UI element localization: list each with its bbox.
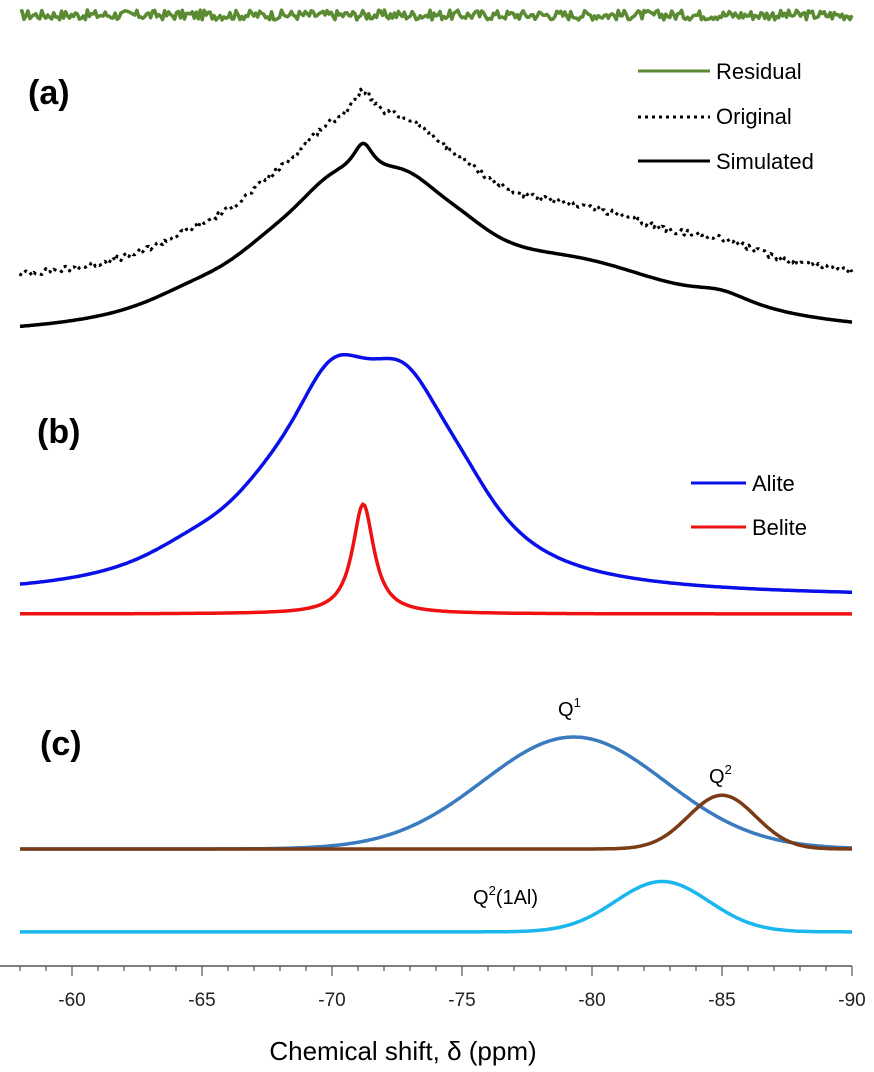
series-q2-1al- bbox=[20, 879, 852, 934]
legend-label-residual: Residual bbox=[716, 59, 802, 84]
series-q2 bbox=[20, 793, 852, 851]
peak-label-q2-text: Q bbox=[709, 766, 725, 788]
peak-label-q2: Q2 bbox=[709, 762, 732, 788]
spectra-curves bbox=[18, 8, 854, 934]
x-tick-label: -75 bbox=[448, 990, 475, 1011]
panel-label-a: (a) bbox=[28, 74, 70, 112]
legend-label-alite: Alite bbox=[752, 471, 795, 496]
legend-label-original: Original bbox=[716, 104, 792, 129]
peak-label-q2-1al-sup: 2 bbox=[489, 883, 496, 898]
series-original bbox=[18, 87, 854, 277]
x-tick-label: -70 bbox=[318, 990, 345, 1011]
panel-label-b: (b) bbox=[37, 413, 80, 451]
peak-label-q2-1al-text: Q bbox=[473, 887, 489, 909]
x-tick-label: -80 bbox=[578, 990, 605, 1011]
series-alite bbox=[19, 352, 852, 594]
x-tick-label: -85 bbox=[708, 990, 735, 1011]
peak-label-q2-1al-suffix: (1Al) bbox=[496, 887, 538, 909]
x-tick-label: -60 bbox=[58, 990, 85, 1011]
peak-label-q2-sup: 2 bbox=[725, 762, 732, 777]
legend-panel-b: Alite Belite bbox=[691, 471, 807, 540]
series-q1 bbox=[20, 735, 853, 851]
peak-label-q1-text: Q bbox=[558, 699, 574, 721]
panel-label-c: (c) bbox=[40, 725, 82, 763]
peak-label-q1: Q1 bbox=[558, 695, 581, 721]
legend-panel-a: Residual Original Simulated bbox=[638, 59, 814, 174]
peak-label-q2-1al: Q2(1Al) bbox=[473, 883, 538, 909]
x-tick-label: -90 bbox=[838, 990, 865, 1011]
x-tick-label: -65 bbox=[188, 990, 215, 1011]
legend-label-belite: Belite bbox=[752, 515, 807, 540]
x-axis: -60 -65 -70 -75 -80 -85 -90 bbox=[0, 965, 866, 1011]
peak-label-q1-sup: 1 bbox=[574, 695, 581, 710]
x-axis-title: Chemical shift, δ (ppm) bbox=[269, 1036, 536, 1066]
series-simulated bbox=[19, 141, 853, 329]
peak-annotations: Q1 Q2 Q2(1Al) bbox=[473, 695, 732, 909]
series-residual bbox=[19, 8, 854, 22]
series-belite bbox=[20, 502, 852, 616]
legend-label-simulated: Simulated bbox=[716, 149, 814, 174]
